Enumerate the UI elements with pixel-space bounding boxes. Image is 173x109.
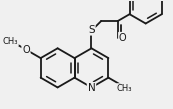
Text: O: O — [22, 45, 30, 55]
Text: CH₃: CH₃ — [3, 37, 18, 46]
Text: O: O — [119, 33, 126, 43]
Text: N: N — [88, 83, 95, 93]
Text: S: S — [88, 25, 95, 35]
Text: CH₃: CH₃ — [117, 84, 132, 93]
